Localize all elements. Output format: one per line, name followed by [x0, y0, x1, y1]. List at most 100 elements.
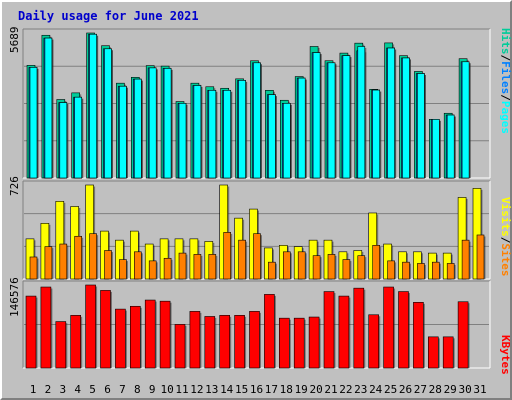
sites-bar	[372, 245, 381, 280]
kbytes-bar	[278, 317, 290, 369]
pages-bar	[402, 57, 410, 179]
pages-bar	[119, 85, 127, 179]
pages-bar	[29, 67, 38, 179]
kbytes-bar	[144, 299, 156, 369]
day-label: 17	[265, 383, 278, 396]
pages-bar	[417, 73, 425, 179]
pages-bar	[446, 114, 455, 179]
day-label: 31	[473, 383, 486, 396]
pages-bar	[431, 119, 440, 179]
sites-bar	[446, 263, 455, 280]
kbytes-bar	[323, 291, 335, 369]
day-label: 14	[220, 383, 234, 396]
sites-bar	[402, 261, 410, 280]
kbytes-bar	[442, 336, 454, 369]
day-label: 1	[30, 383, 37, 396]
kbytes-bar	[338, 295, 350, 369]
hits-series-label: Hits/Files/Pages	[499, 28, 512, 134]
kbytes-bar	[457, 301, 469, 369]
kbytes-bar	[100, 290, 111, 369]
kbytes-bar	[115, 308, 126, 369]
kbytes-bar	[40, 286, 52, 369]
pages-bar	[387, 47, 395, 179]
day-label: 23	[354, 383, 367, 396]
pages-bar	[223, 90, 231, 179]
visits-ymax-label: 726	[8, 176, 21, 196]
sites-bar	[476, 234, 485, 280]
chart-title: Daily usage for June 2021	[18, 9, 199, 23]
pages-bar	[461, 61, 470, 179]
pages-bar	[74, 96, 82, 179]
sites-bar	[119, 259, 127, 280]
sites-bar	[417, 263, 425, 280]
kbytes-bar	[70, 315, 81, 369]
day-label: 28	[429, 383, 442, 396]
pages-bar	[104, 48, 112, 179]
hits-ymax-label: 5689	[8, 27, 21, 54]
kbytes-bar	[130, 305, 141, 369]
pages-bar	[178, 103, 187, 179]
kbytes-bar	[189, 311, 201, 369]
visits-series-label: Visits/Sites	[499, 197, 512, 277]
kbytes-bar	[219, 315, 230, 369]
sites-bar	[253, 233, 261, 280]
day-label: 16	[250, 383, 263, 396]
pages-bar	[148, 67, 157, 179]
day-label: 29	[444, 383, 457, 396]
pages-bar	[357, 46, 366, 179]
pages-bar	[297, 77, 306, 179]
sites-bar	[282, 251, 291, 280]
pages-bar	[312, 52, 321, 179]
kbytes-bar	[249, 311, 260, 369]
kbytes-bar	[427, 336, 439, 369]
sites-bar	[193, 254, 202, 280]
day-label: 3	[59, 383, 66, 396]
sites-bar	[312, 255, 321, 280]
kbytes-bar	[308, 316, 320, 369]
kbytes-bar	[398, 291, 409, 369]
sites-bar	[431, 261, 440, 280]
sites-bar	[44, 246, 53, 280]
kbytes-ymax-label: 146576	[8, 277, 21, 317]
kbytes-bar	[174, 324, 186, 369]
kbytes-bar	[293, 317, 305, 369]
pages-bar	[134, 78, 142, 179]
pages-bar	[44, 37, 53, 179]
sites-bar	[387, 260, 395, 280]
sites-bar	[223, 232, 231, 280]
day-label: 9	[149, 383, 156, 396]
sites-bar	[59, 243, 68, 280]
day-label: 21	[324, 383, 337, 396]
kbytes-bar	[25, 295, 37, 369]
sites-bar	[208, 254, 217, 280]
sites-bar	[268, 261, 276, 280]
day-label: 25	[384, 383, 397, 396]
kbytes-bar	[85, 284, 96, 369]
visits-sites-panel	[22, 180, 491, 280]
pages-bar	[89, 33, 97, 179]
pages-bar	[59, 102, 68, 179]
sites-bar	[148, 260, 157, 280]
sites-bar	[89, 233, 97, 280]
kbytes-series-label: KBytes	[499, 335, 512, 375]
day-label: 19	[295, 383, 308, 396]
pages-bar	[327, 62, 336, 179]
day-axis-labels: 1 2 3 4 5 6 7 8 9 10 11 12 13 14 15 16 17 18 19 20 21 22 23 24 2…	[30, 383, 487, 396]
sites-bar	[357, 255, 366, 280]
legend-kbytes: KBytes	[499, 335, 512, 375]
day-label: 2	[45, 383, 52, 396]
pages-bar	[282, 103, 291, 179]
sites-bar	[461, 239, 470, 280]
day-label: 13	[205, 383, 218, 396]
legend-separator: /	[499, 94, 512, 101]
day-label: 6	[104, 383, 111, 396]
legend-separator: /	[499, 237, 512, 244]
day-label: 11	[175, 383, 188, 396]
hits-files-pages-panel	[22, 28, 491, 179]
legend-visits: Visits	[499, 197, 512, 237]
day-label: 18	[280, 383, 293, 396]
day-label: 20	[309, 383, 322, 396]
day-label: 8	[134, 383, 141, 396]
sites-bar	[29, 256, 38, 280]
pages-bar	[163, 68, 172, 179]
